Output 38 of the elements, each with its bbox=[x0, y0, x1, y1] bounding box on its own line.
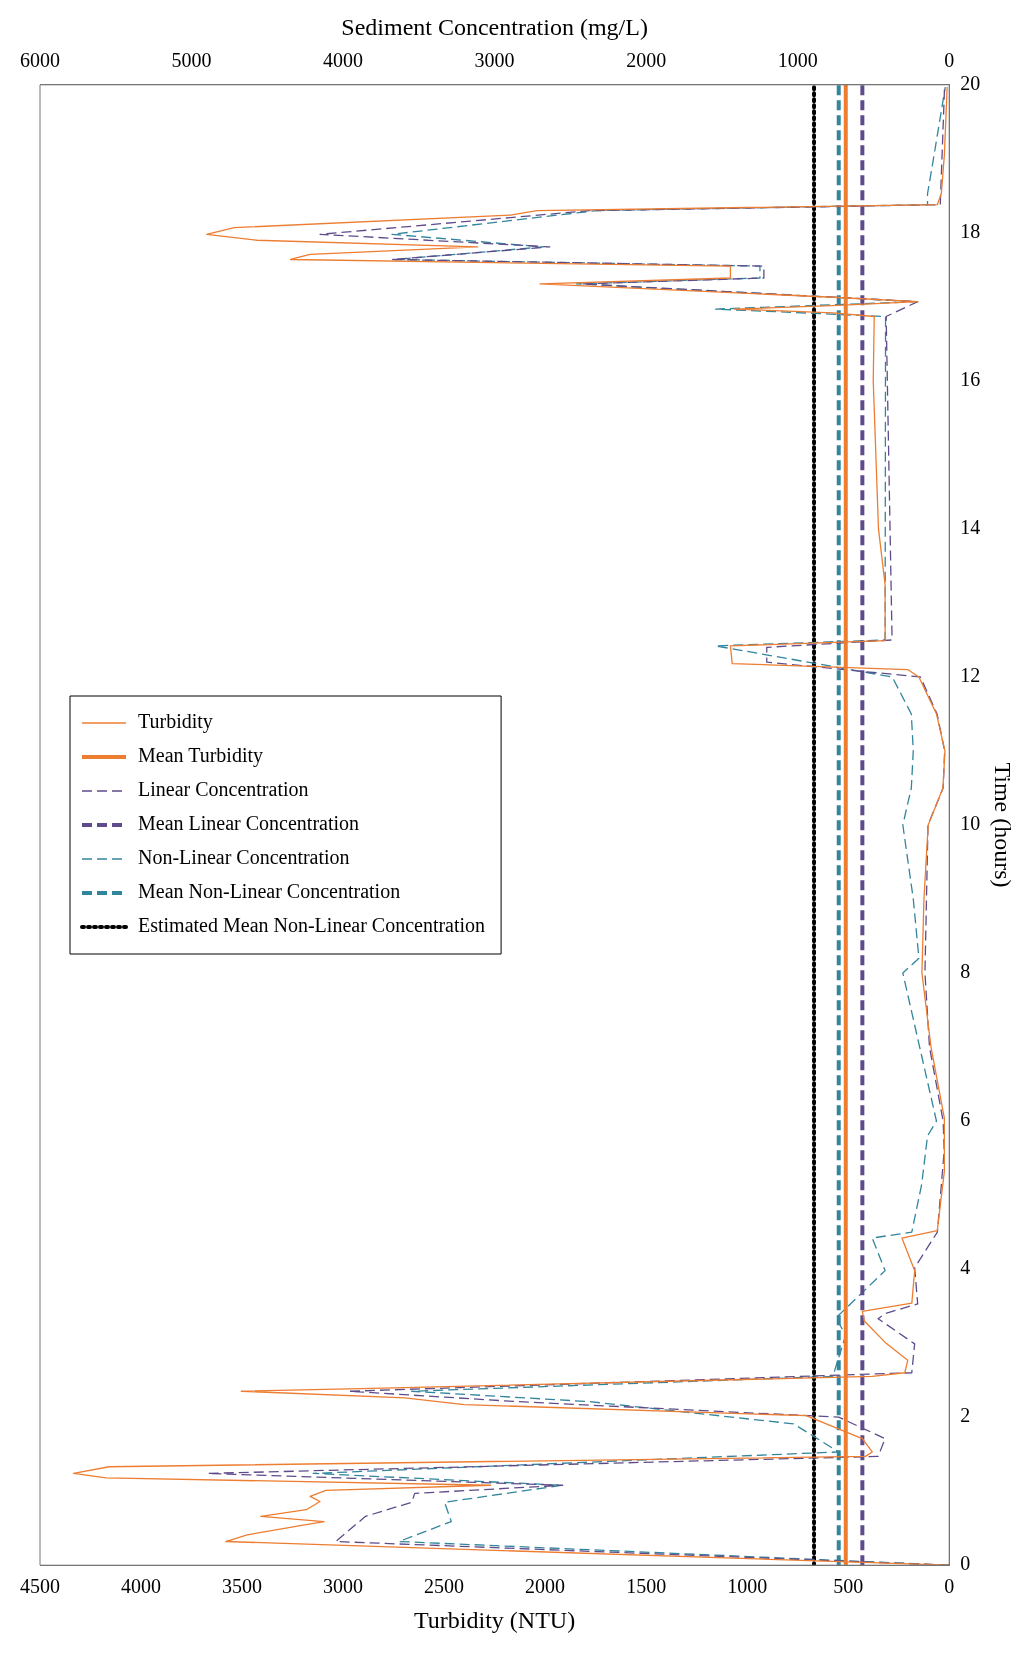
y-tick-label: 20 bbox=[960, 72, 981, 95]
legend-label: Linear Concentration bbox=[138, 778, 309, 801]
x2-tick-label: 2000 bbox=[626, 49, 667, 72]
y-tick-label: 18 bbox=[960, 220, 981, 243]
y-tick-label: 2 bbox=[960, 1404, 971, 1427]
y-tick-label: 0 bbox=[960, 1552, 971, 1575]
x2-tick-label: 6000 bbox=[20, 49, 60, 72]
y-tick-label: 12 bbox=[960, 664, 981, 687]
x-tick-label: 4000 bbox=[121, 1575, 162, 1598]
legend-label: Mean Non-Linear Concentration bbox=[138, 880, 401, 903]
legend-label: Mean Turbidity bbox=[138, 744, 264, 768]
x2-tick-label: 0 bbox=[944, 49, 955, 72]
x2-tick-label: 4000 bbox=[323, 49, 364, 72]
legend-label: Estimated Mean Non-Linear Concentration bbox=[138, 914, 486, 937]
x2-axis-title: Sediment Concentration (mg/L) bbox=[341, 13, 648, 40]
y-tick-label: 6 bbox=[960, 1108, 971, 1131]
x-tick-label: 3000 bbox=[323, 1575, 364, 1598]
y-tick-label: 4 bbox=[960, 1256, 971, 1279]
x-tick-label: 1000 bbox=[727, 1575, 768, 1598]
x2-tick-label: 5000 bbox=[171, 49, 212, 72]
x-tick-label: 2000 bbox=[525, 1575, 566, 1598]
x-tick-label: 4500 bbox=[20, 1575, 60, 1598]
x-tick-label: 2500 bbox=[424, 1575, 465, 1598]
x-tick-label: 500 bbox=[833, 1575, 864, 1598]
x2-tick-label: 3000 bbox=[474, 49, 515, 72]
y-tick-label: 16 bbox=[960, 368, 981, 391]
legend-label: Turbidity bbox=[138, 710, 213, 734]
y-tick-label: 8 bbox=[960, 960, 971, 983]
x2-tick-label: 1000 bbox=[777, 49, 818, 72]
x-tick-label: 3500 bbox=[222, 1575, 263, 1598]
y-tick-label: 14 bbox=[960, 516, 981, 539]
x-tick-label: 0 bbox=[944, 1575, 955, 1598]
legend-label: Mean Linear Concentration bbox=[138, 812, 360, 835]
x-tick-label: 1500 bbox=[626, 1575, 667, 1598]
y-tick-label: 10 bbox=[960, 812, 981, 835]
legend-label: Non-Linear Concentration bbox=[138, 846, 350, 869]
x-axis-title: Turbidity (NTU) bbox=[414, 1606, 576, 1633]
y-axis-title: Time (hours) bbox=[990, 762, 1017, 888]
